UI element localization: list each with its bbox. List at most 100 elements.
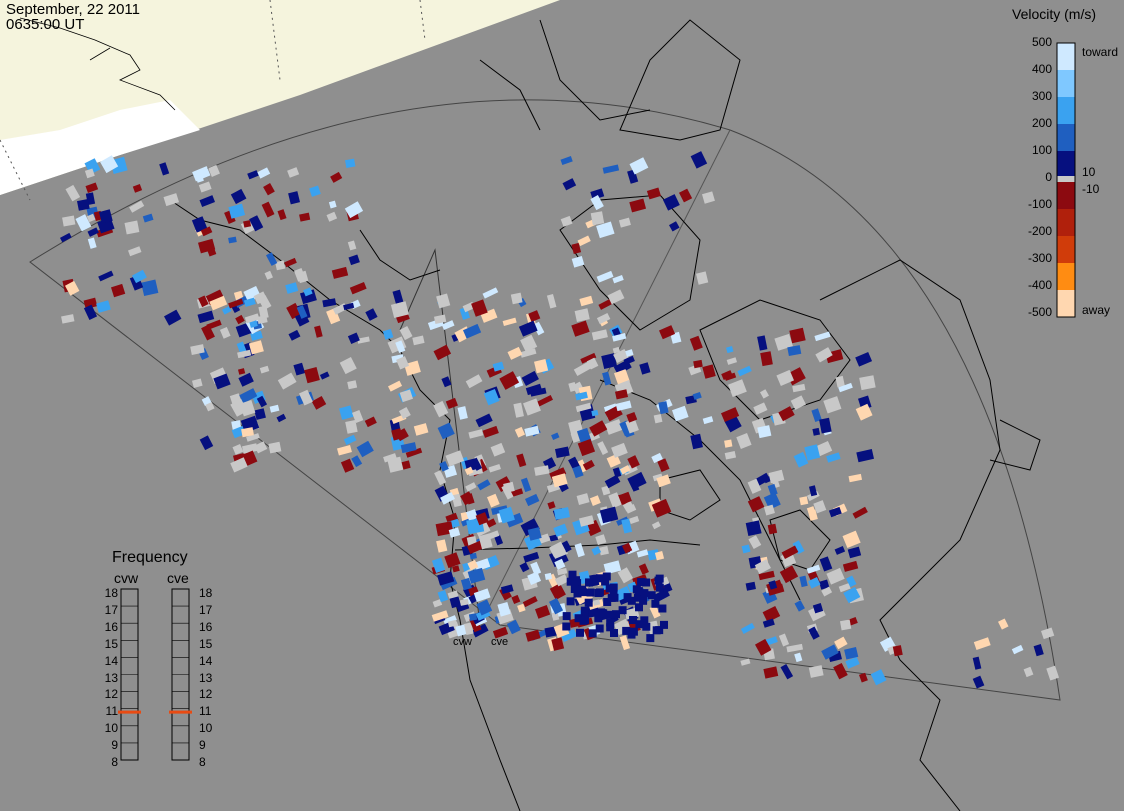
backscatter-gate <box>596 609 605 617</box>
backscatter-gate <box>762 618 775 628</box>
backscatter-gate <box>635 603 643 612</box>
backscatter-gate <box>319 371 330 380</box>
backscatter-gate <box>554 558 566 570</box>
backscatter-gate <box>646 634 655 643</box>
backscatter-gate <box>747 478 762 494</box>
backscatter-gate <box>465 482 477 492</box>
coastline <box>699 299 851 421</box>
backscatter-gate <box>843 586 861 604</box>
backscatter-gate <box>486 493 500 508</box>
backscatter-gate <box>589 420 608 437</box>
frequency-tick-cvw: 11 <box>105 704 118 719</box>
backscatter-gate <box>692 391 702 400</box>
backscatter-gate <box>537 395 553 407</box>
backscatter-gate <box>838 382 853 393</box>
backscatter-gate <box>826 452 841 463</box>
backscatter-gate <box>838 583 851 593</box>
backscatter-gate <box>594 614 603 623</box>
backscatter-gate <box>468 613 478 621</box>
backscatter-gate <box>842 530 861 549</box>
backscatter-gate <box>352 410 364 424</box>
backscatter-gate <box>779 565 799 584</box>
backscatter-gate <box>100 155 119 174</box>
backscatter-gate <box>524 425 540 437</box>
backscatter-gate <box>464 466 474 476</box>
backscatter-gate <box>249 215 264 232</box>
velocity-tick: -400 <box>1027 278 1052 292</box>
velocity-inner-tick: -10 <box>1082 182 1100 196</box>
backscatter-gate <box>464 622 474 636</box>
backscatter-gate <box>597 441 609 455</box>
backscatter-gate <box>1041 627 1055 640</box>
backscatter-gate <box>463 323 482 339</box>
backscatter-gate <box>574 542 585 558</box>
backscatter-gate <box>392 289 404 304</box>
backscatter-gate <box>530 561 542 576</box>
backscatter-gate <box>636 549 649 558</box>
backscatter-gate <box>781 545 799 559</box>
backscatter-gate <box>606 618 615 627</box>
coastline <box>819 259 1001 811</box>
backscatter-gate <box>626 411 638 423</box>
frequency-title: Frequency <box>112 549 188 566</box>
backscatter-gate <box>604 474 621 489</box>
backscatter-gate <box>213 373 231 390</box>
backscatter-gate <box>596 221 615 239</box>
backscatter-gate <box>473 588 491 602</box>
backscatter-gate <box>294 268 306 282</box>
backscatter-gate <box>780 664 794 680</box>
backscatter-gate <box>578 585 587 594</box>
backscatter-gate <box>444 552 461 569</box>
backscatter-gate <box>243 220 252 228</box>
backscatter-gate <box>660 620 668 629</box>
backscatter-gate <box>574 614 583 623</box>
backscatter-gate <box>83 304 98 320</box>
backscatter-gate <box>434 470 447 486</box>
backscatter-gate <box>520 348 537 358</box>
time-label: 0635:00 UT <box>6 16 85 33</box>
backscatter-gate <box>1023 666 1034 678</box>
backscatter-gate <box>627 630 636 639</box>
backscatter-gate <box>269 404 280 413</box>
grid-line <box>0 0 426 201</box>
backscatter-gate <box>132 184 143 193</box>
backscatter-gate <box>582 459 595 471</box>
backscatter-gate <box>447 619 457 628</box>
backscatter-gate <box>566 597 575 606</box>
backscatter-gate <box>562 178 577 191</box>
backscatter-gate <box>562 622 571 631</box>
frequency-tick-cve: 8 <box>199 755 206 769</box>
backscatter-gate <box>754 559 771 575</box>
backscatter-gate <box>519 562 530 573</box>
backscatter-gate <box>521 370 539 387</box>
backscatter-gate <box>520 518 540 537</box>
backscatter-gate <box>437 571 455 586</box>
backscatter-gate <box>436 293 451 309</box>
backscatter-gate <box>603 560 622 575</box>
backscatter-gate <box>629 157 649 175</box>
velocity-tick: 300 <box>1031 89 1052 103</box>
backscatter-gate <box>356 440 374 458</box>
backscatter-gate <box>627 596 636 605</box>
backscatter-gate <box>532 321 545 336</box>
backscatter-gate <box>533 358 549 374</box>
backscatter-gate <box>637 578 646 587</box>
backscatter-gate <box>412 335 425 346</box>
backscatter-gate <box>612 275 624 284</box>
backscatter-gate <box>266 252 278 266</box>
backscatter-gate <box>221 306 232 315</box>
backscatter-gate <box>757 335 768 351</box>
backscatter-gate <box>277 209 287 221</box>
backscatter-gate <box>390 301 409 318</box>
backscatter-gate <box>505 512 524 528</box>
backscatter-gate <box>351 455 363 468</box>
away-label: away <box>1082 303 1111 317</box>
backscatter-gate <box>491 505 508 516</box>
backscatter-gate <box>494 534 504 546</box>
backscatter-gate <box>591 409 599 417</box>
backscatter-gate <box>639 596 648 605</box>
backscatter-gate <box>339 405 354 420</box>
backscatter-gate <box>1046 665 1060 681</box>
backscatter-gate <box>337 444 352 456</box>
frequency-tick-cve: 17 <box>199 602 213 617</box>
